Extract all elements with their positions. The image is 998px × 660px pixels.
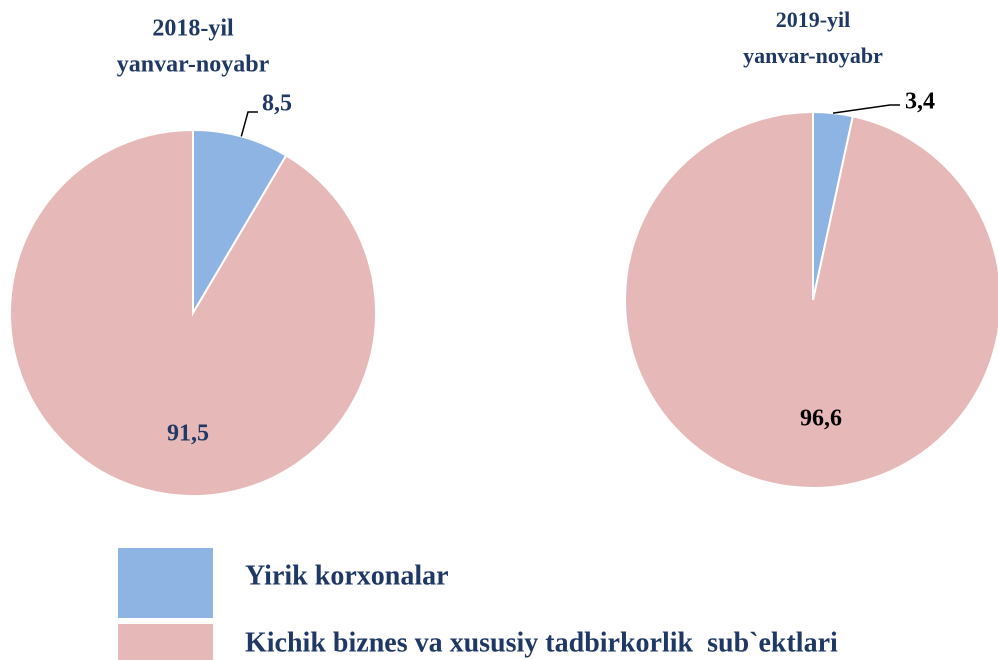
chart-title: 2019-yil <box>776 7 851 32</box>
data-label: 91,5 <box>167 421 209 447</box>
pie-slice <box>192 128 288 317</box>
legend-label: Kichik biznes va xususiy tadbirkorlik su… <box>245 627 838 658</box>
legend-swatch <box>118 548 213 618</box>
chart-title: 2018-yil <box>152 16 234 42</box>
data-label: 96,6 <box>800 406 842 432</box>
legend-label: Yirik korxonalar <box>245 560 449 591</box>
pie-slice <box>624 110 998 489</box>
data-label: 3,4 <box>905 89 935 115</box>
legend-swatch <box>118 624 213 660</box>
leader-line <box>832 104 900 114</box>
pie-slice <box>9 128 377 497</box>
data-label: 8,5 <box>262 91 292 117</box>
chart-subtitle: yanvar-noyabr <box>743 43 883 68</box>
leader-line <box>240 111 258 137</box>
chart-subtitle: yanvar-noyabr <box>117 52 270 78</box>
